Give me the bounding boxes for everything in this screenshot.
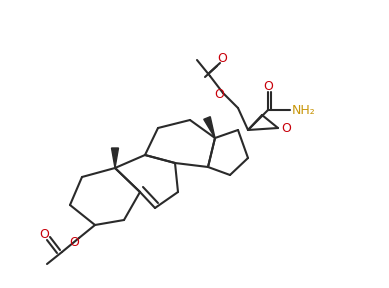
Text: O: O (214, 88, 224, 101)
Polygon shape (112, 148, 119, 168)
Polygon shape (204, 117, 215, 138)
Text: NH₂: NH₂ (292, 103, 316, 117)
Text: O: O (281, 122, 291, 134)
Text: O: O (39, 228, 49, 242)
Text: O: O (263, 81, 273, 94)
Text: O: O (217, 52, 227, 65)
Text: O: O (69, 236, 79, 249)
